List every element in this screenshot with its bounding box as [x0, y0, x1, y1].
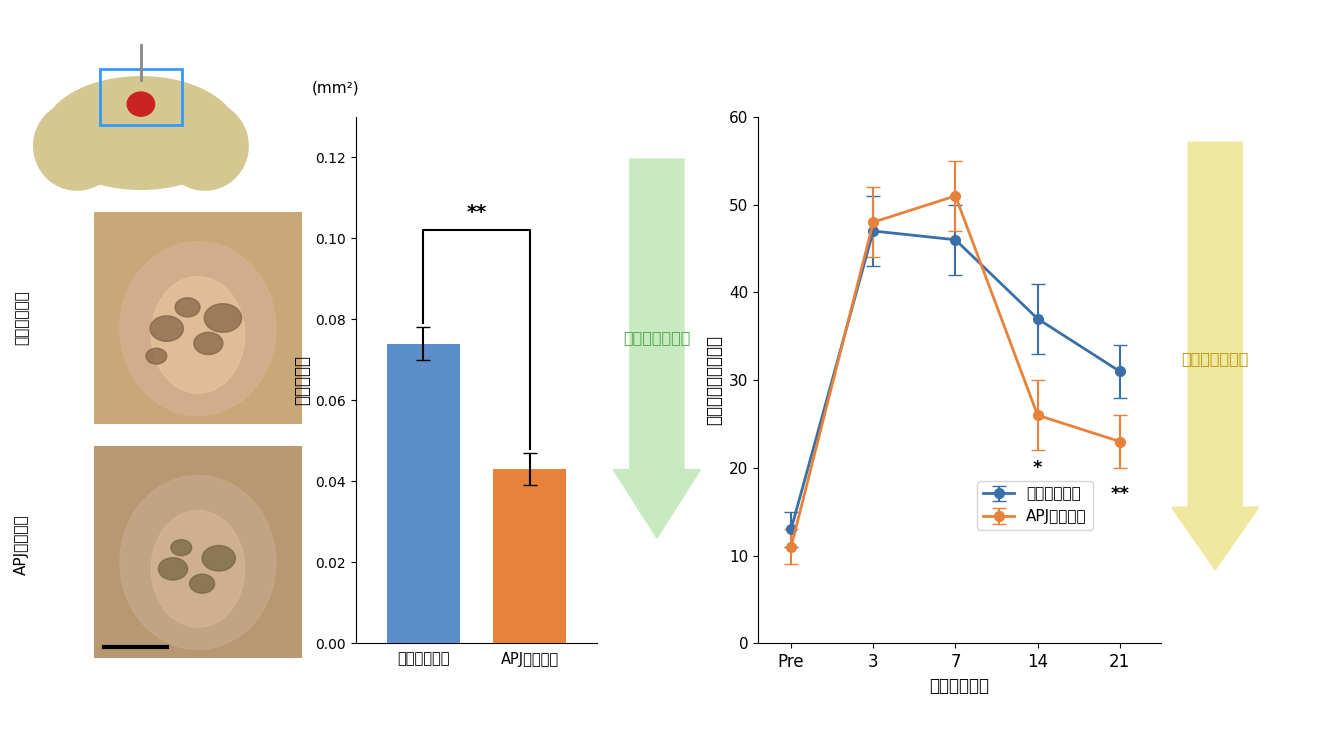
Ellipse shape	[158, 558, 188, 580]
Ellipse shape	[204, 303, 242, 333]
Ellipse shape	[193, 333, 223, 355]
Ellipse shape	[127, 92, 154, 116]
Ellipse shape	[170, 539, 192, 556]
Ellipse shape	[174, 298, 200, 317]
FancyArrow shape	[613, 159, 701, 538]
Ellipse shape	[152, 510, 244, 627]
Ellipse shape	[146, 348, 166, 364]
FancyArrow shape	[1172, 143, 1259, 570]
Text: 髄鷣修復の促進: 髄鷣修復の促進	[623, 330, 691, 346]
Ellipse shape	[189, 574, 215, 594]
Text: コントロール: コントロール	[13, 291, 30, 345]
Y-axis label: 脹髄エリア: 脹髄エリア	[293, 355, 311, 405]
Text: APJ活性化剤: APJ活性化剤	[13, 515, 30, 575]
Bar	[386, 344, 459, 643]
Text: **: **	[466, 203, 487, 222]
Ellipse shape	[161, 102, 248, 190]
Ellipse shape	[203, 545, 235, 571]
Ellipse shape	[150, 316, 184, 341]
Ellipse shape	[44, 77, 238, 189]
Legend: コントロール, APJ活性化剤: コントロール, APJ活性化剤	[977, 480, 1092, 531]
X-axis label: 脹髄後の日数: 脹髄後の日数	[930, 677, 989, 694]
Ellipse shape	[34, 102, 121, 190]
Ellipse shape	[152, 276, 244, 393]
Text: 運動機能の改善: 運動機能の改善	[1181, 352, 1249, 366]
Text: *: *	[1033, 459, 1043, 477]
Bar	[494, 469, 566, 643]
Ellipse shape	[119, 476, 276, 649]
Ellipse shape	[119, 242, 276, 415]
Text: (mm²): (mm²)	[313, 81, 360, 96]
Y-axis label: 運動機能麻痺の割合: 運動機能麻痺の割合	[706, 335, 723, 425]
Text: **: **	[1110, 485, 1129, 504]
